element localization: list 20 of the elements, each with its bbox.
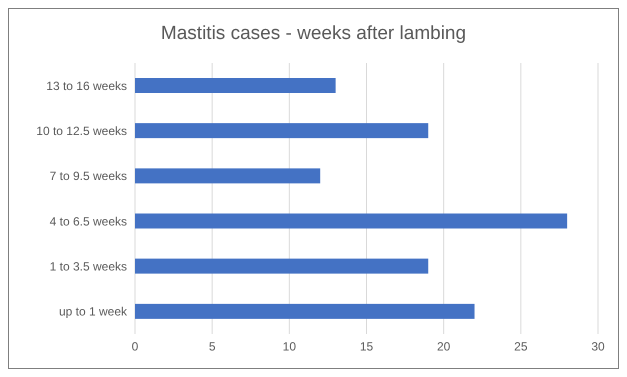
bar — [135, 78, 336, 93]
y-tick-label: up to 1 week — [58, 304, 128, 319]
x-tick-label: 15 — [360, 340, 374, 354]
x-tick-label: 10 — [282, 340, 296, 354]
bar — [135, 123, 428, 138]
x-tick-label: 20 — [436, 340, 451, 354]
x-tick-label: 5 — [208, 340, 216, 354]
y-tick-label: 7 to 9.5 weeks — [50, 169, 127, 184]
y-tick-label: 4 to 6.5 weeks — [50, 214, 127, 228]
y-tick-label: 13 to 16 weeks — [46, 78, 127, 93]
bar — [135, 304, 475, 319]
x-tick-label: 0 — [132, 340, 139, 354]
x-tick-label: 25 — [514, 340, 528, 354]
bar — [135, 214, 568, 228]
chart-title: Mastitis cases - weeks after lambing — [160, 23, 468, 45]
y-tick-label: 10 to 12.5 weeks — [36, 124, 127, 138]
y-tick-label: 1 to 3.5 weeks — [50, 260, 127, 274]
x-tick-label: 30 — [591, 340, 605, 354]
bar — [135, 168, 320, 184]
bar — [135, 258, 428, 274]
